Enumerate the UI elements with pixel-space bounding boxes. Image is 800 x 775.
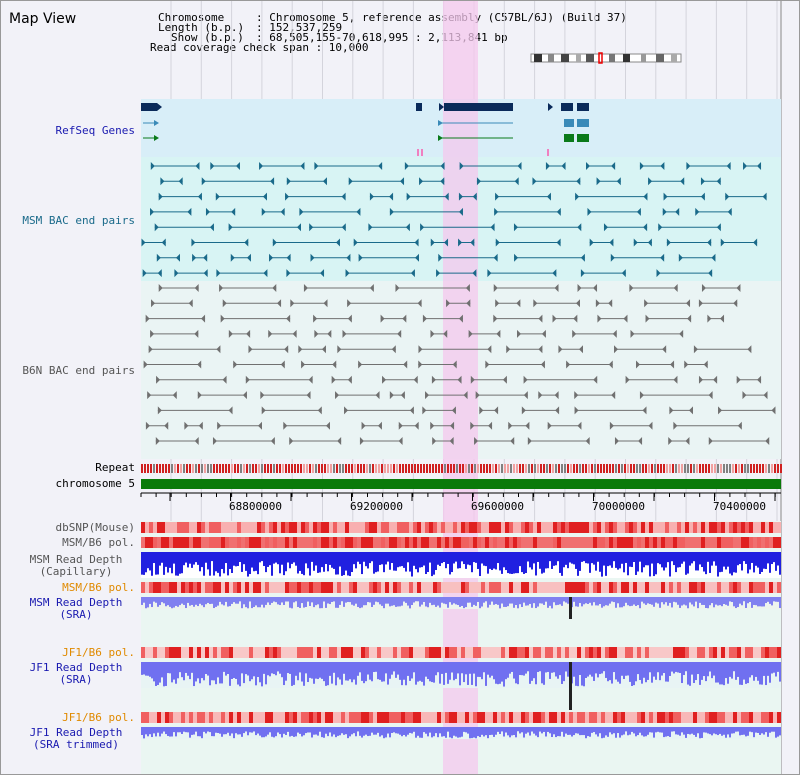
msm-bac-pairs: [141, 162, 767, 278]
axis-tick-label: 69600000: [471, 500, 524, 513]
depth-tracks: [141, 552, 781, 739]
label-refseq-genes: RefSeq Genes: [55, 124, 135, 137]
label-jf1-read-trimmed: JF1 Read Depth (SRA trimmed): [11, 727, 141, 751]
label-jf1-read-trimmed-line2: (SRA trimmed): [32, 738, 120, 751]
label-jf1-read-sra: JF1 Read Depth (SRA): [11, 662, 141, 686]
b6n-bac-pairs: [143, 284, 776, 445]
label-repeat: Repeat: [95, 461, 135, 474]
label-jf1-read-sra-line1: JF1 Read Depth: [29, 661, 123, 674]
header-length-value: : 152,537,259: [256, 21, 343, 34]
label-chromosome: chromosome 5: [55, 477, 135, 490]
label-msm-read-capillary-line2: (Capillary): [39, 565, 113, 578]
axis-tick-label: 68800000: [229, 500, 282, 513]
label-msm-b6-pol-1: MSM/B6 pol.: [62, 536, 135, 549]
header-coverage-span: Read coverage check span : 10,000: [150, 41, 369, 54]
highlight-region: [443, 1, 478, 774]
axis-tick-label: 70000000: [592, 500, 645, 513]
heat-tracks: [141, 522, 781, 723]
label-jf1-b6-pol-2: JF1/B6 pol.: [62, 711, 135, 724]
label-msm-read-capillary: MSM Read Depth (Capillary): [11, 554, 141, 578]
refseq-genes: [141, 103, 589, 156]
label-msm-bac: MSM BAC end pairs: [22, 214, 135, 227]
axis-tick-label: 69200000: [350, 500, 403, 513]
label-jf1-b6-pol-1: JF1/B6 pol.: [62, 646, 135, 659]
label-b6n-bac: B6N BAC end pairs: [22, 364, 135, 377]
label-jf1-read-sra-line2: (SRA): [59, 673, 93, 686]
header-length-key: Length (b.p.): [158, 21, 245, 34]
label-msm-read-sra: MSM Read Depth (SRA): [11, 597, 141, 621]
repeat-track: [141, 464, 782, 473]
chromosome-ideogram: [530, 52, 682, 64]
label-msm-read-sra-line1: MSM Read Depth: [29, 596, 123, 609]
page-title: Map View: [9, 11, 77, 27]
chromosome-bar: [141, 479, 781, 489]
label-msm-read-sra-line2: (SRA): [59, 608, 93, 621]
axis-tick-label: 70400000: [713, 500, 766, 513]
label-msm-b6-pol-2: MSM/B6 pol.: [62, 581, 135, 594]
label-jf1-read-trimmed-line1: JF1 Read Depth: [29, 726, 123, 739]
label-dbsnp: dbSNP(Mouse): [55, 521, 135, 534]
position-axis: [140, 492, 781, 501]
label-msm-read-capillary-line1: MSM Read Depth: [29, 553, 123, 566]
header-show-key: Show (b.p.): [171, 31, 244, 44]
header-chromosome-key: Chromosome: [158, 11, 225, 24]
